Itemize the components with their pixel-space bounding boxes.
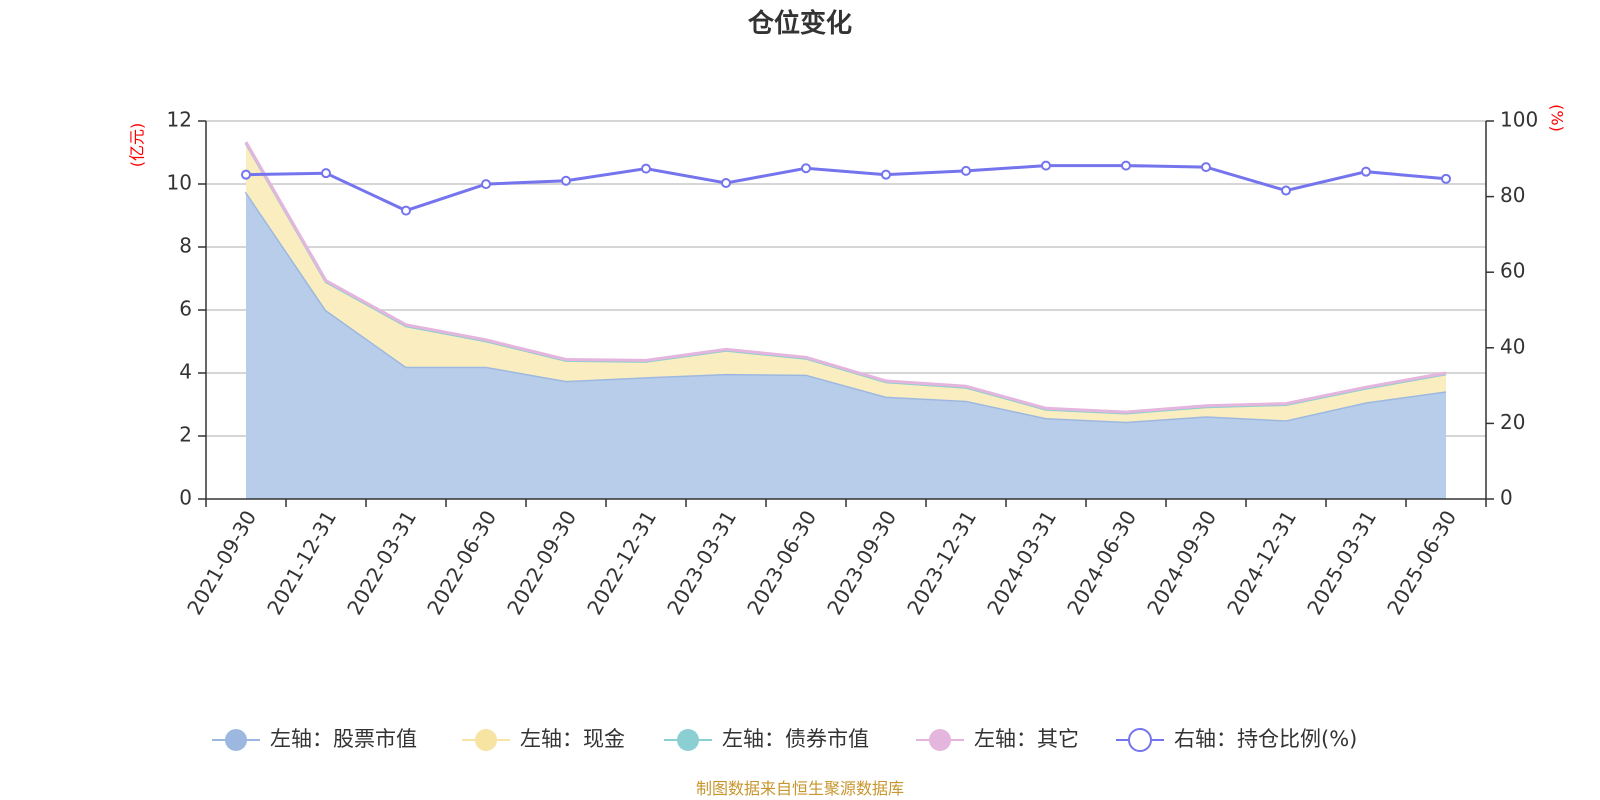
- ratio-line-series: [241, 160, 1451, 216]
- ratio-point: [641, 163, 651, 174]
- ratio-point: [1281, 185, 1291, 196]
- left-tick-label: 8: [179, 234, 192, 258]
- legend-item: 左轴：股票市值: [212, 727, 417, 751]
- ratio-point: [561, 175, 571, 186]
- left-tick-label: 2: [179, 423, 192, 447]
- x-tick-label: 2024-03-31: [982, 506, 1061, 619]
- area-左轴：股票市值: [246, 191, 1446, 499]
- ratio-point: [1441, 173, 1451, 184]
- ratio-point: [1361, 166, 1371, 177]
- x-tick-label: 2022-03-31: [342, 506, 421, 619]
- ratio-point: [1121, 160, 1131, 171]
- ratio-point: [321, 168, 331, 179]
- left-tick-label: 10: [167, 171, 192, 195]
- legend-marker: [929, 729, 951, 751]
- x-tick-label: 2023-12-31: [902, 506, 981, 619]
- legend-item: 左轴：债券市值: [664, 727, 869, 751]
- legend: 左轴：股票市值 左轴：现金 左轴：债券市值 左轴：其它 右轴：持仓比例(%): [212, 727, 1357, 752]
- legend-item: 左轴：现金: [462, 727, 625, 751]
- chart-title: 仓位变化: [747, 8, 852, 39]
- x-tick-label: 2024-12-31: [1222, 506, 1301, 619]
- ratio-point: [481, 179, 491, 190]
- data-source-note: 制图数据来自恒生聚源数据库: [696, 779, 904, 798]
- x-tick-label: 2024-06-30: [1062, 506, 1141, 619]
- ratio-point: [881, 169, 891, 180]
- left-axis-unit: (亿元): [128, 123, 147, 168]
- ratio-point: [1041, 160, 1051, 171]
- x-tick-label: 2021-12-31: [262, 506, 341, 619]
- ratio-point: [961, 165, 971, 176]
- ratio-point: [721, 177, 731, 188]
- left-tick-label: 0: [179, 486, 192, 510]
- ratio-point: [1201, 162, 1211, 173]
- legend-label: 左轴：债券市值: [722, 727, 869, 751]
- legend-label: 左轴：其它: [974, 727, 1079, 751]
- x-tick-label: 2022-06-30: [422, 506, 501, 619]
- legend-label: 右轴：持仓比例(%): [1174, 727, 1357, 751]
- x-tick-label: 2025-03-31: [1302, 506, 1381, 619]
- legend-marker: [225, 729, 247, 751]
- x-tick-label: 2021-09-30: [182, 506, 261, 619]
- x-tick-label: 2022-12-31: [582, 506, 661, 619]
- ratio-point: [241, 169, 251, 180]
- right-tick-label: 20: [1500, 410, 1525, 434]
- area-line-左轴：其它: [244, 141, 1447, 414]
- left-tick-label: 6: [179, 297, 192, 321]
- legend-label: 左轴：股票市值: [270, 727, 417, 751]
- x-tick-label: 2022-09-30: [502, 506, 581, 619]
- right-tick-label: 40: [1500, 334, 1525, 358]
- right-tick-label: 80: [1500, 183, 1525, 207]
- legend-item: 左轴：其它: [916, 727, 1079, 751]
- legend-marker: [1128, 728, 1152, 752]
- legend-label: 左轴：现金: [520, 727, 625, 751]
- x-tick-label: 2025-06-30: [1382, 506, 1461, 619]
- stacked-areas: [244, 141, 1447, 499]
- right-tick-label: 60: [1500, 259, 1525, 283]
- x-tick-label: 2023-03-31: [662, 506, 741, 619]
- ratio-line: [245, 164, 1447, 213]
- right-tick-label: 0: [1500, 486, 1513, 510]
- legend-marker: [677, 729, 699, 751]
- ratio-point: [801, 163, 811, 174]
- x-tick-label: 2024-09-30: [1142, 506, 1221, 619]
- ratio-point: [401, 205, 411, 216]
- right-axis-unit: (%): [1548, 104, 1567, 132]
- x-tick-label: 2023-09-30: [822, 506, 901, 619]
- legend-marker: [475, 729, 497, 751]
- left-tick-label: 4: [179, 360, 192, 384]
- right-tick-label: 100: [1500, 108, 1538, 132]
- legend-item: 右轴：持仓比例(%): [1116, 727, 1357, 752]
- left-tick-label: 12: [167, 108, 192, 132]
- x-tick-label: 2023-06-30: [742, 506, 821, 619]
